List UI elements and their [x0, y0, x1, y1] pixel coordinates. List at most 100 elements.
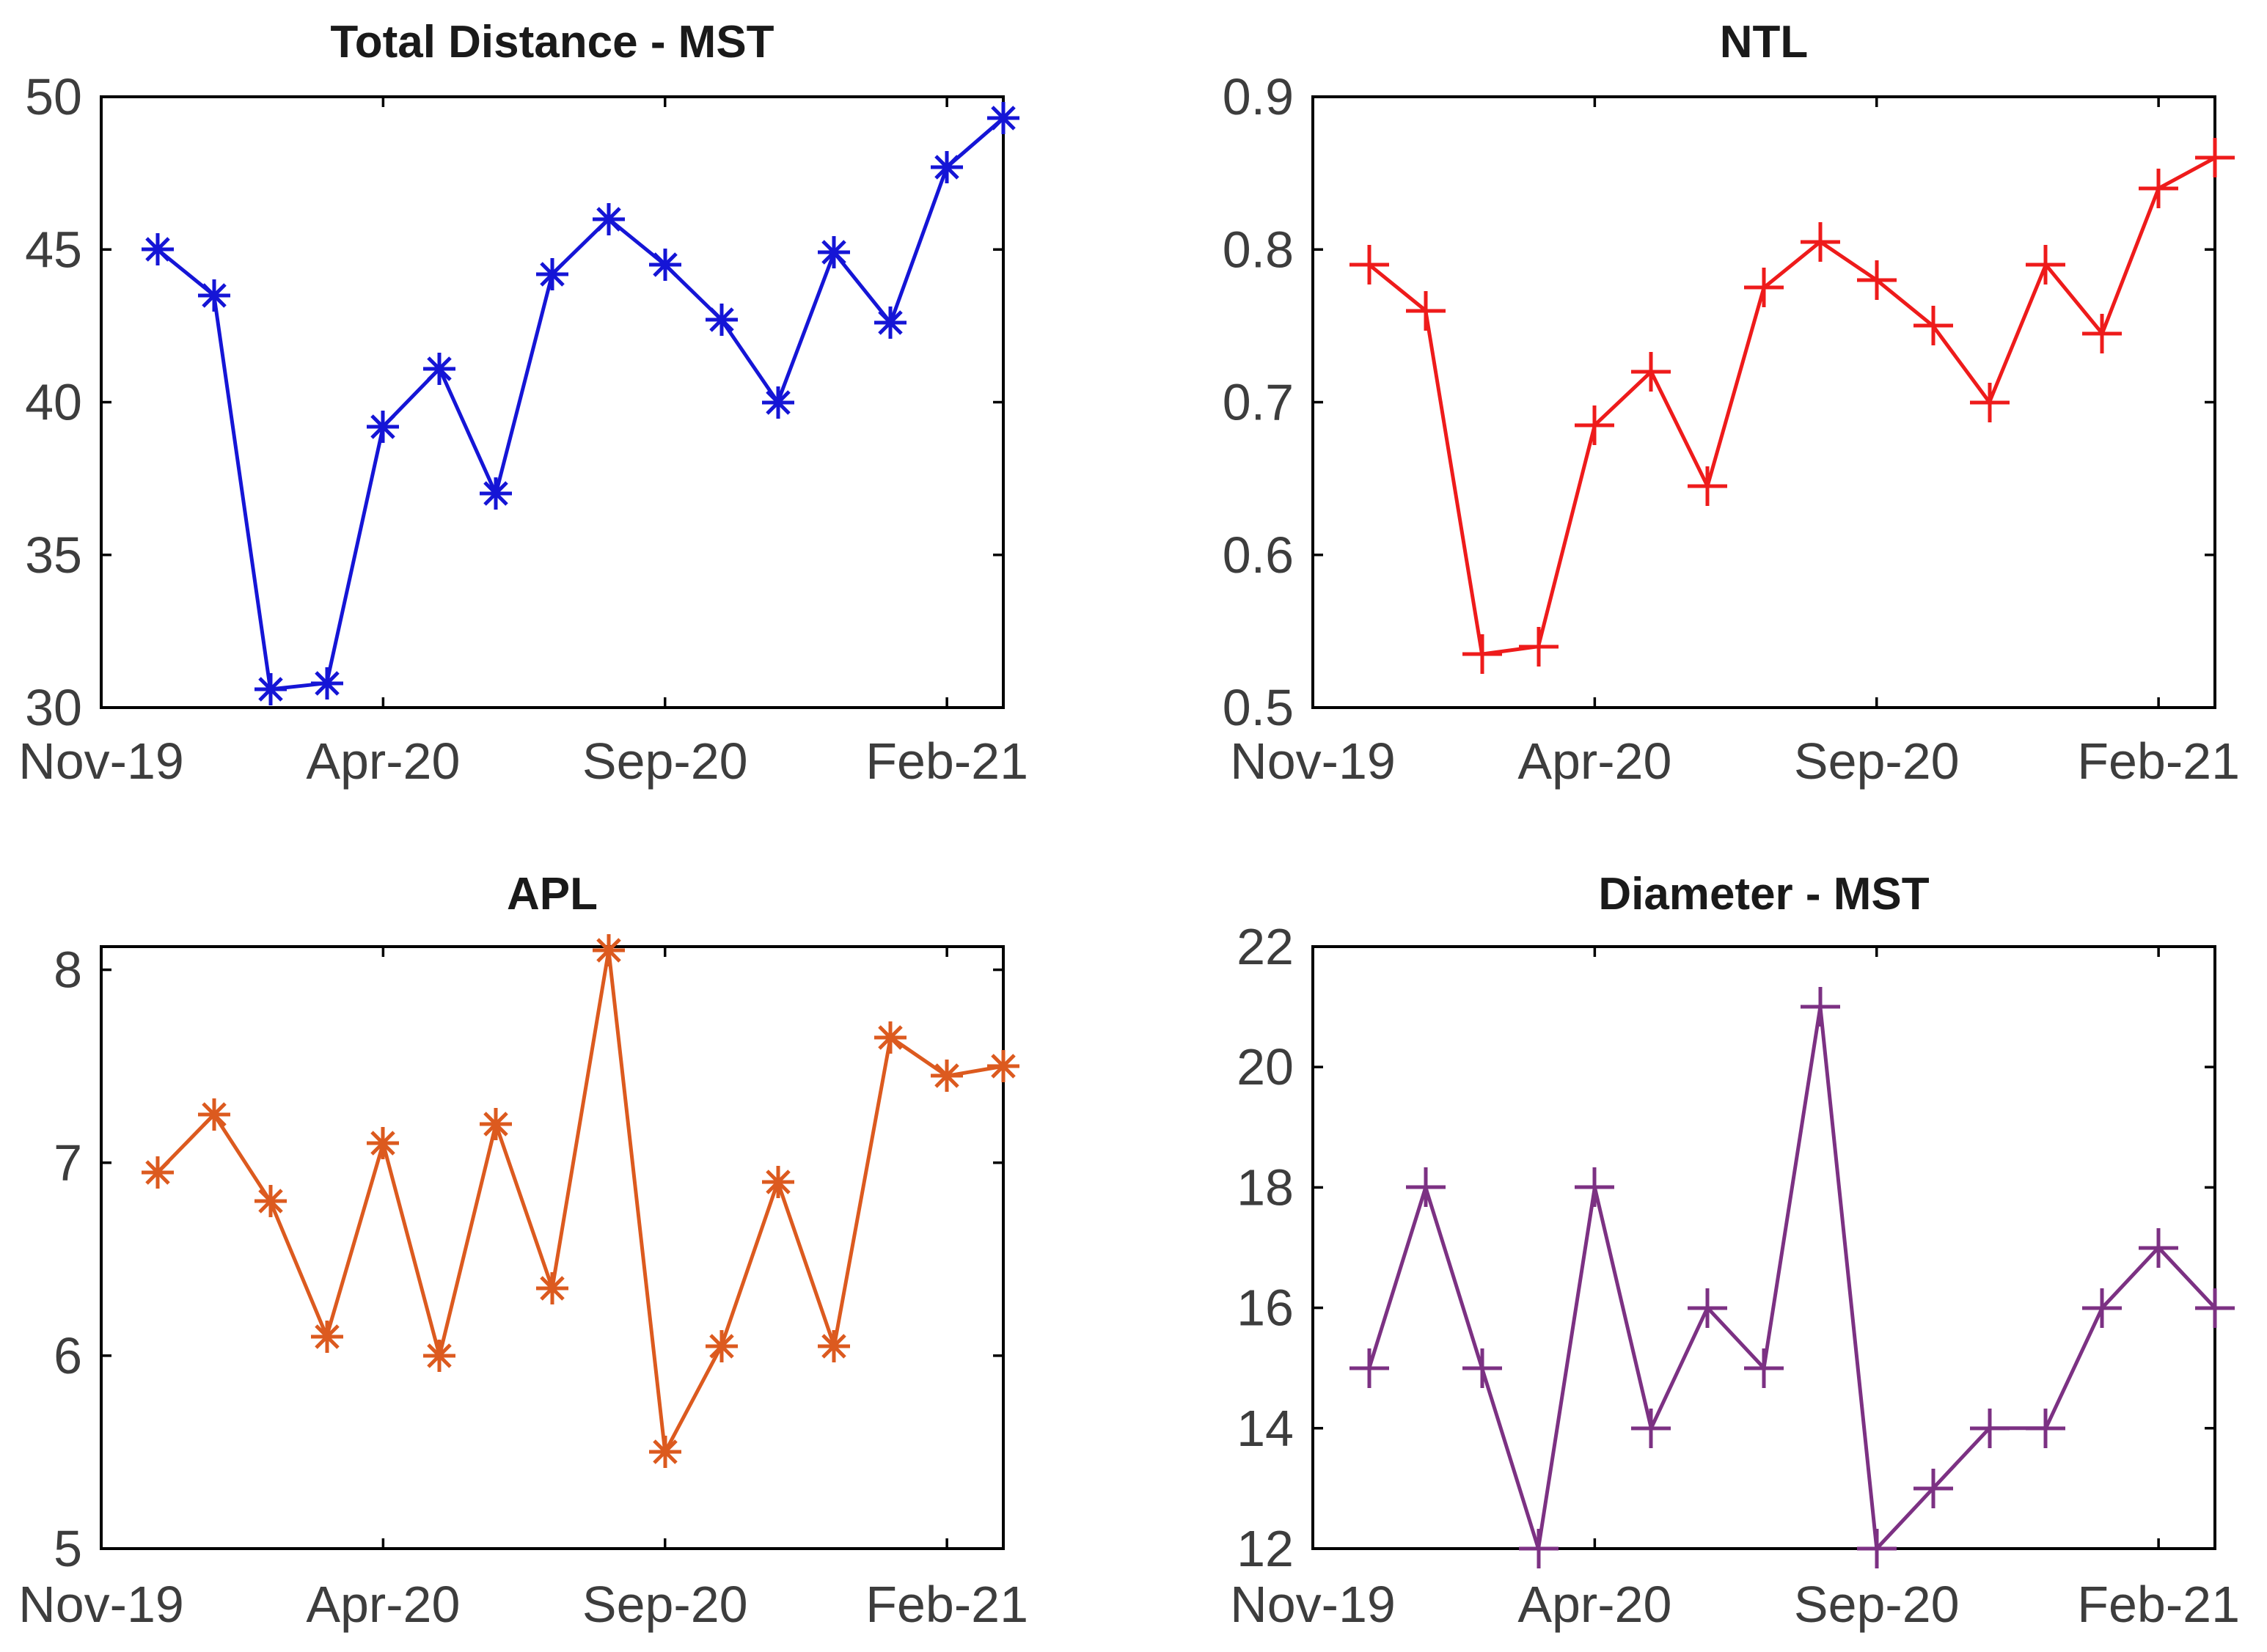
chart-diameter-mst: Nov-19 Apr-20 Sep-20 Feb-21 12 14 16 18 20 22 — [1230, 918, 2240, 1633]
data-point-marker — [1631, 352, 1671, 392]
data-point-marker — [2026, 245, 2065, 284]
data-point-marker — [2139, 1228, 2178, 1268]
data-point-marker — [762, 386, 794, 419]
plot-box — [100, 945, 1005, 1550]
series-line — [156, 948, 1004, 1454]
chart-apl: Nov-19 Apr-20 Sep-20 Feb-21 5 6 7 8 — [18, 934, 1028, 1633]
x-tick-label: Sep-20 — [1794, 1576, 1960, 1633]
x-tick-label: Nov-19 — [1230, 733, 1396, 790]
data-point-marker — [762, 1166, 794, 1198]
data-point-marker — [367, 411, 399, 443]
data-point-marker — [1801, 222, 1840, 262]
data-point-marker — [311, 667, 343, 700]
data-point-marker — [311, 1321, 343, 1353]
data-point-marker — [1462, 1348, 1502, 1388]
data-point-marker — [931, 151, 963, 183]
x-tick-label: Feb-21 — [2077, 1576, 2240, 1633]
data-point-marker — [198, 1098, 230, 1131]
y-tick-label: 20 — [1237, 1038, 1294, 1095]
data-point-marker — [2195, 138, 2235, 177]
data-point-marker — [1462, 634, 1502, 674]
data-point-marker — [536, 258, 568, 290]
data-point-marker — [1744, 1348, 1784, 1388]
data-point-marker — [1857, 260, 1897, 300]
data-point-marker — [1519, 627, 1559, 667]
data-point-marker — [593, 203, 625, 235]
data-point-marker — [1575, 405, 1614, 445]
y-tick-label: 7 — [54, 1134, 82, 1192]
chart-title-diameter-mst: Diameter - MST — [1598, 869, 1930, 919]
y-tick-label: 35 — [25, 526, 82, 584]
data-point-marker — [423, 353, 455, 385]
y-tick-label: 0.7 — [1223, 374, 1294, 431]
data-point-marker — [987, 1050, 1019, 1082]
data-point-marker — [1744, 268, 1784, 307]
x-tick-label: Nov-19 — [18, 1576, 184, 1633]
data-point-marker — [254, 1185, 287, 1217]
y-tick-label: 6 — [54, 1327, 82, 1384]
x-tick-label: Apr-20 — [1517, 733, 1671, 790]
x-tick-label: Feb-21 — [865, 1576, 1028, 1633]
y-tick-label: 0.5 — [1223, 679, 1294, 736]
data-point-marker — [254, 673, 287, 705]
y-tick-label: 8 — [54, 941, 82, 999]
y-tick-label: 40 — [25, 374, 82, 431]
y-tick-label: 5 — [54, 1520, 82, 1577]
data-point-marker — [818, 1330, 850, 1362]
y-tick-label: 45 — [25, 221, 82, 278]
data-point-marker — [1575, 1167, 1614, 1207]
data-point-marker — [1519, 1529, 1559, 1568]
y-tick-label: 50 — [25, 68, 82, 125]
y-tick-label: 12 — [1237, 1520, 1294, 1577]
data-point-marker — [1349, 1348, 1389, 1388]
y-tick-label: 0.6 — [1223, 526, 1294, 584]
plot-box — [1311, 945, 2216, 1550]
series-line — [156, 117, 1005, 691]
data-point-marker — [2026, 1409, 2065, 1448]
data-point-marker — [706, 304, 738, 336]
data-point-marker — [1801, 987, 1840, 1027]
data-point-marker — [1913, 1469, 1953, 1508]
data-point-marker — [480, 477, 512, 510]
data-point-marker — [1631, 1409, 1671, 1448]
data-point-marker — [874, 1021, 907, 1054]
y-tick-label: 22 — [1237, 918, 1294, 975]
data-point-marker — [198, 279, 230, 312]
data-point-marker — [1970, 1409, 2010, 1448]
chart-title-apl: APL — [507, 869, 598, 919]
data-point-marker — [1857, 1529, 1897, 1568]
data-point-marker — [367, 1127, 399, 1159]
data-point-marker — [142, 1156, 174, 1189]
x-tick-label: Sep-20 — [582, 733, 748, 790]
plot-box — [100, 95, 1005, 709]
data-point-marker — [480, 1108, 512, 1140]
x-tick-label: Sep-20 — [582, 1576, 748, 1633]
data-point-marker — [706, 1330, 738, 1362]
x-tick-label: Sep-20 — [1794, 733, 1960, 790]
x-tick-label: Feb-21 — [2077, 733, 2240, 790]
chart-total-distance-mst: Nov-19 Apr-20 Sep-20 Feb-21 30 35 40 45 50 — [18, 68, 1028, 790]
x-tick-label: Feb-21 — [865, 733, 1028, 790]
x-tick-label: Nov-19 — [1230, 1576, 1396, 1633]
data-point-marker — [2082, 1288, 2122, 1328]
x-tick-label: Apr-20 — [306, 733, 460, 790]
y-tick-label: 0.9 — [1223, 68, 1294, 125]
x-tick-label: Apr-20 — [1517, 1576, 1671, 1633]
data-point-marker — [536, 1272, 568, 1304]
series-line — [1368, 156, 2216, 656]
data-point-marker — [2082, 314, 2122, 353]
data-point-marker — [649, 1436, 681, 1468]
data-point-marker — [2139, 169, 2178, 208]
data-point-marker — [1349, 245, 1389, 284]
chart-title-ntl: NTL — [1719, 17, 1809, 67]
y-tick-label: 16 — [1237, 1280, 1294, 1337]
data-point-marker — [423, 1340, 455, 1372]
chart-ntl: Nov-19 Apr-20 Sep-20 Feb-21 0.5 0.6 0.7 0.8 0.9 — [1223, 68, 2240, 790]
y-tick-label: 18 — [1237, 1159, 1294, 1216]
data-point-marker — [1406, 1167, 1446, 1207]
data-point-marker — [1913, 306, 1953, 345]
x-tick-label: Nov-19 — [18, 733, 184, 790]
data-point-marker — [2195, 1288, 2235, 1328]
series-line — [1367, 1005, 2216, 1551]
